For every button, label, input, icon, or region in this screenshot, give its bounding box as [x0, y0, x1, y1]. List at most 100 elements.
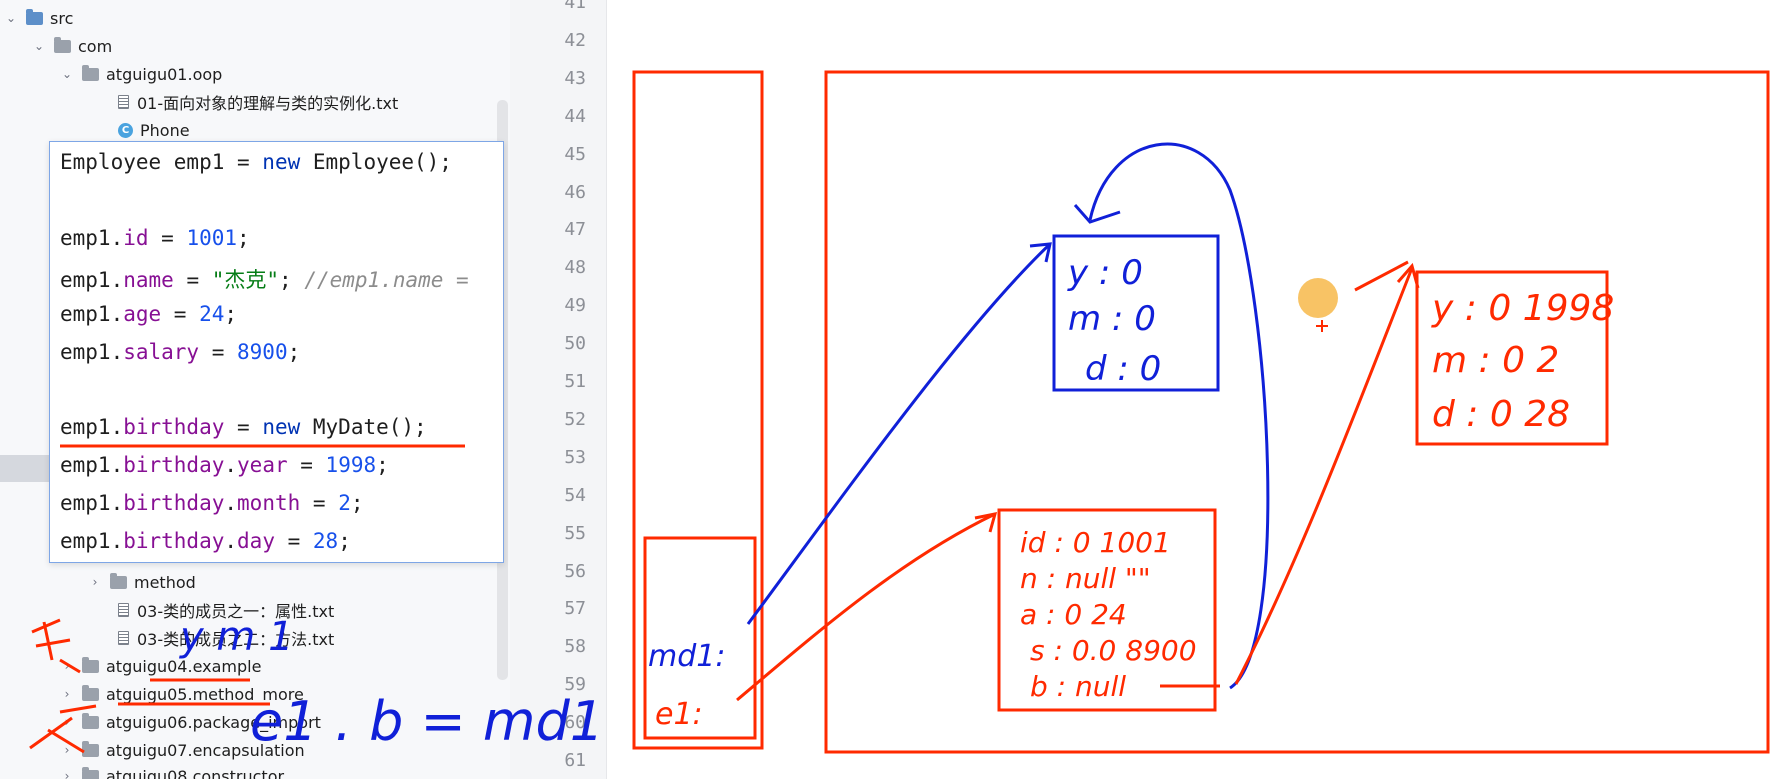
package-icon: [54, 36, 71, 53]
package-icon: [82, 656, 99, 673]
tree-item-file-03b[interactable]: 03-类的成员之二：方法.txt: [118, 624, 334, 652]
line-number: 58: [564, 636, 586, 658]
code-token: Employee emp1 =: [60, 150, 263, 174]
line-number: 50: [564, 333, 586, 355]
source-folder-icon: [26, 8, 43, 25]
line-number: 51: [564, 371, 586, 392]
code-token: emp1.: [60, 267, 124, 292]
tree-item-atguigu08[interactable]: › atguigu08.constructor: [60, 762, 284, 779]
code-token: .: [224, 453, 238, 478]
chevron-down-icon[interactable]: ⌄: [33, 39, 45, 53]
code-token: =: [287, 453, 326, 478]
code-token: 28: [312, 529, 339, 553]
code-token: ;: [224, 301, 238, 326]
tree-item-com[interactable]: ⌄ com: [32, 32, 112, 60]
tree-item-atguigu05[interactable]: › atguigu05.method_more: [60, 680, 304, 708]
code-line: emp1.birthday.day = 28;: [60, 529, 351, 553]
code-line: emp1.salary = 8900;: [60, 340, 300, 364]
chevron-right-icon[interactable]: ›: [92, 575, 98, 589]
text-file-icon: [118, 95, 129, 109]
chevron-right-icon[interactable]: ›: [64, 659, 70, 673]
code-token: birthday: [123, 491, 225, 516]
code-token: 1998: [325, 453, 377, 478]
code-token: birthday: [123, 453, 225, 478]
code-token: Employee();: [300, 150, 452, 174]
package-icon: [82, 712, 99, 729]
code-token: emp1.: [60, 453, 124, 478]
code-token: .: [224, 529, 238, 553]
code-token: =: [148, 225, 187, 250]
tree-item-src[interactable]: ⌄ src: [4, 4, 73, 32]
tree-item-atguigu04[interactable]: › atguigu04.example: [60, 652, 261, 680]
code-token: name: [123, 267, 174, 292]
code-token: new: [262, 415, 301, 440]
code-token: .: [224, 491, 238, 516]
tree-item-file-01[interactable]: 01-面向对象的理解与类的实例化.txt: [118, 88, 398, 116]
tree-item-atguigu01-oop[interactable]: ⌄ atguigu01.oop: [60, 60, 222, 88]
code-line: emp1.id = 1001;: [60, 226, 250, 250]
tree-item-label: atguigu07.encapsulation: [106, 740, 305, 760]
text-file-icon: [118, 631, 129, 645]
tree-item-label: src: [50, 8, 74, 28]
code-token: emp1.: [60, 529, 124, 553]
line-number: 46: [564, 181, 586, 203]
tree-item-label: com: [78, 36, 113, 56]
chevron-right-icon[interactable]: ›: [64, 687, 70, 701]
tree-item-label: Phone: [140, 120, 190, 140]
code-token: emp1.: [60, 415, 124, 440]
chevron-right-icon[interactable]: ›: [64, 715, 70, 729]
line-number: 55: [564, 522, 586, 544]
tree-item-label: atguigu08.constructor: [106, 766, 285, 779]
tree-item-label: 01-面向对象的理解与类的实例化.txt: [137, 94, 399, 113]
code-line: Employee emp1 = new Employee();: [60, 150, 452, 174]
tree-item-label: atguigu04.example: [106, 656, 262, 676]
line-number: 43: [564, 67, 586, 89]
editor-canvas[interactable]: [607, 0, 1782, 779]
code-token: salary: [123, 339, 200, 364]
line-number: 52: [564, 408, 586, 430]
tree-item-atguigu06[interactable]: › atguigu06.package_import: [60, 708, 321, 736]
chevron-right-icon[interactable]: ›: [64, 769, 70, 779]
line-number: 48: [564, 257, 586, 279]
package-icon: [82, 740, 99, 757]
code-token: new: [262, 150, 301, 174]
chevron-down-icon[interactable]: ⌄: [5, 11, 17, 25]
line-number: 41: [564, 0, 586, 13]
chevron-right-icon[interactable]: ›: [64, 743, 70, 757]
tree-item-label: 03-类的成员之一：属性.txt: [137, 602, 335, 621]
code-token: emp1.: [60, 225, 124, 250]
code-line: emp1.age = 24;: [60, 302, 237, 326]
code-line: emp1.birthday.year = 1998;: [60, 453, 389, 477]
code-token: MyDate();: [300, 415, 427, 440]
code-line: emp1.birthday = new MyDate();: [60, 415, 427, 439]
line-number: 61: [564, 750, 586, 771]
tree-item-phone[interactable]: C Phone: [118, 116, 190, 144]
code-token: birthday: [123, 415, 225, 440]
tree-item-label: 03-类的成员之二：方法.txt: [137, 630, 335, 649]
line-number: 49: [564, 295, 586, 317]
code-token: =: [274, 529, 313, 553]
line-number: 42: [564, 29, 586, 51]
code-token: 8900: [237, 339, 288, 364]
line-number: 44: [564, 105, 586, 127]
tree-item-atguigu07[interactable]: › atguigu07.encapsulation: [60, 736, 305, 764]
code-token: ;: [350, 491, 364, 516]
code-token: =: [224, 415, 263, 440]
line-number: 45: [564, 143, 586, 165]
tree-item-file-03a[interactable]: 03-类的成员之一：属性.txt: [118, 596, 334, 624]
code-snippet-popup: Employee emp1 = new Employee(); emp1.id =…: [49, 141, 504, 563]
code-token: emp1.: [60, 301, 124, 326]
code-token: id: [123, 225, 149, 250]
code-line: emp1.birthday.month = 2;: [60, 491, 364, 515]
line-number: 59: [564, 674, 586, 696]
code-token: //emp1.name =: [304, 267, 469, 292]
code-token: age: [123, 301, 162, 326]
line-number: 54: [564, 484, 586, 506]
code-token: emp1.: [60, 339, 124, 364]
tree-selection-highlight: [0, 455, 50, 482]
tree-item-method[interactable]: › method: [88, 568, 196, 596]
code-token: month: [237, 491, 301, 516]
chevron-down-icon[interactable]: ⌄: [61, 67, 73, 81]
code-token: emp1.: [60, 491, 124, 516]
code-token: year: [237, 453, 288, 478]
